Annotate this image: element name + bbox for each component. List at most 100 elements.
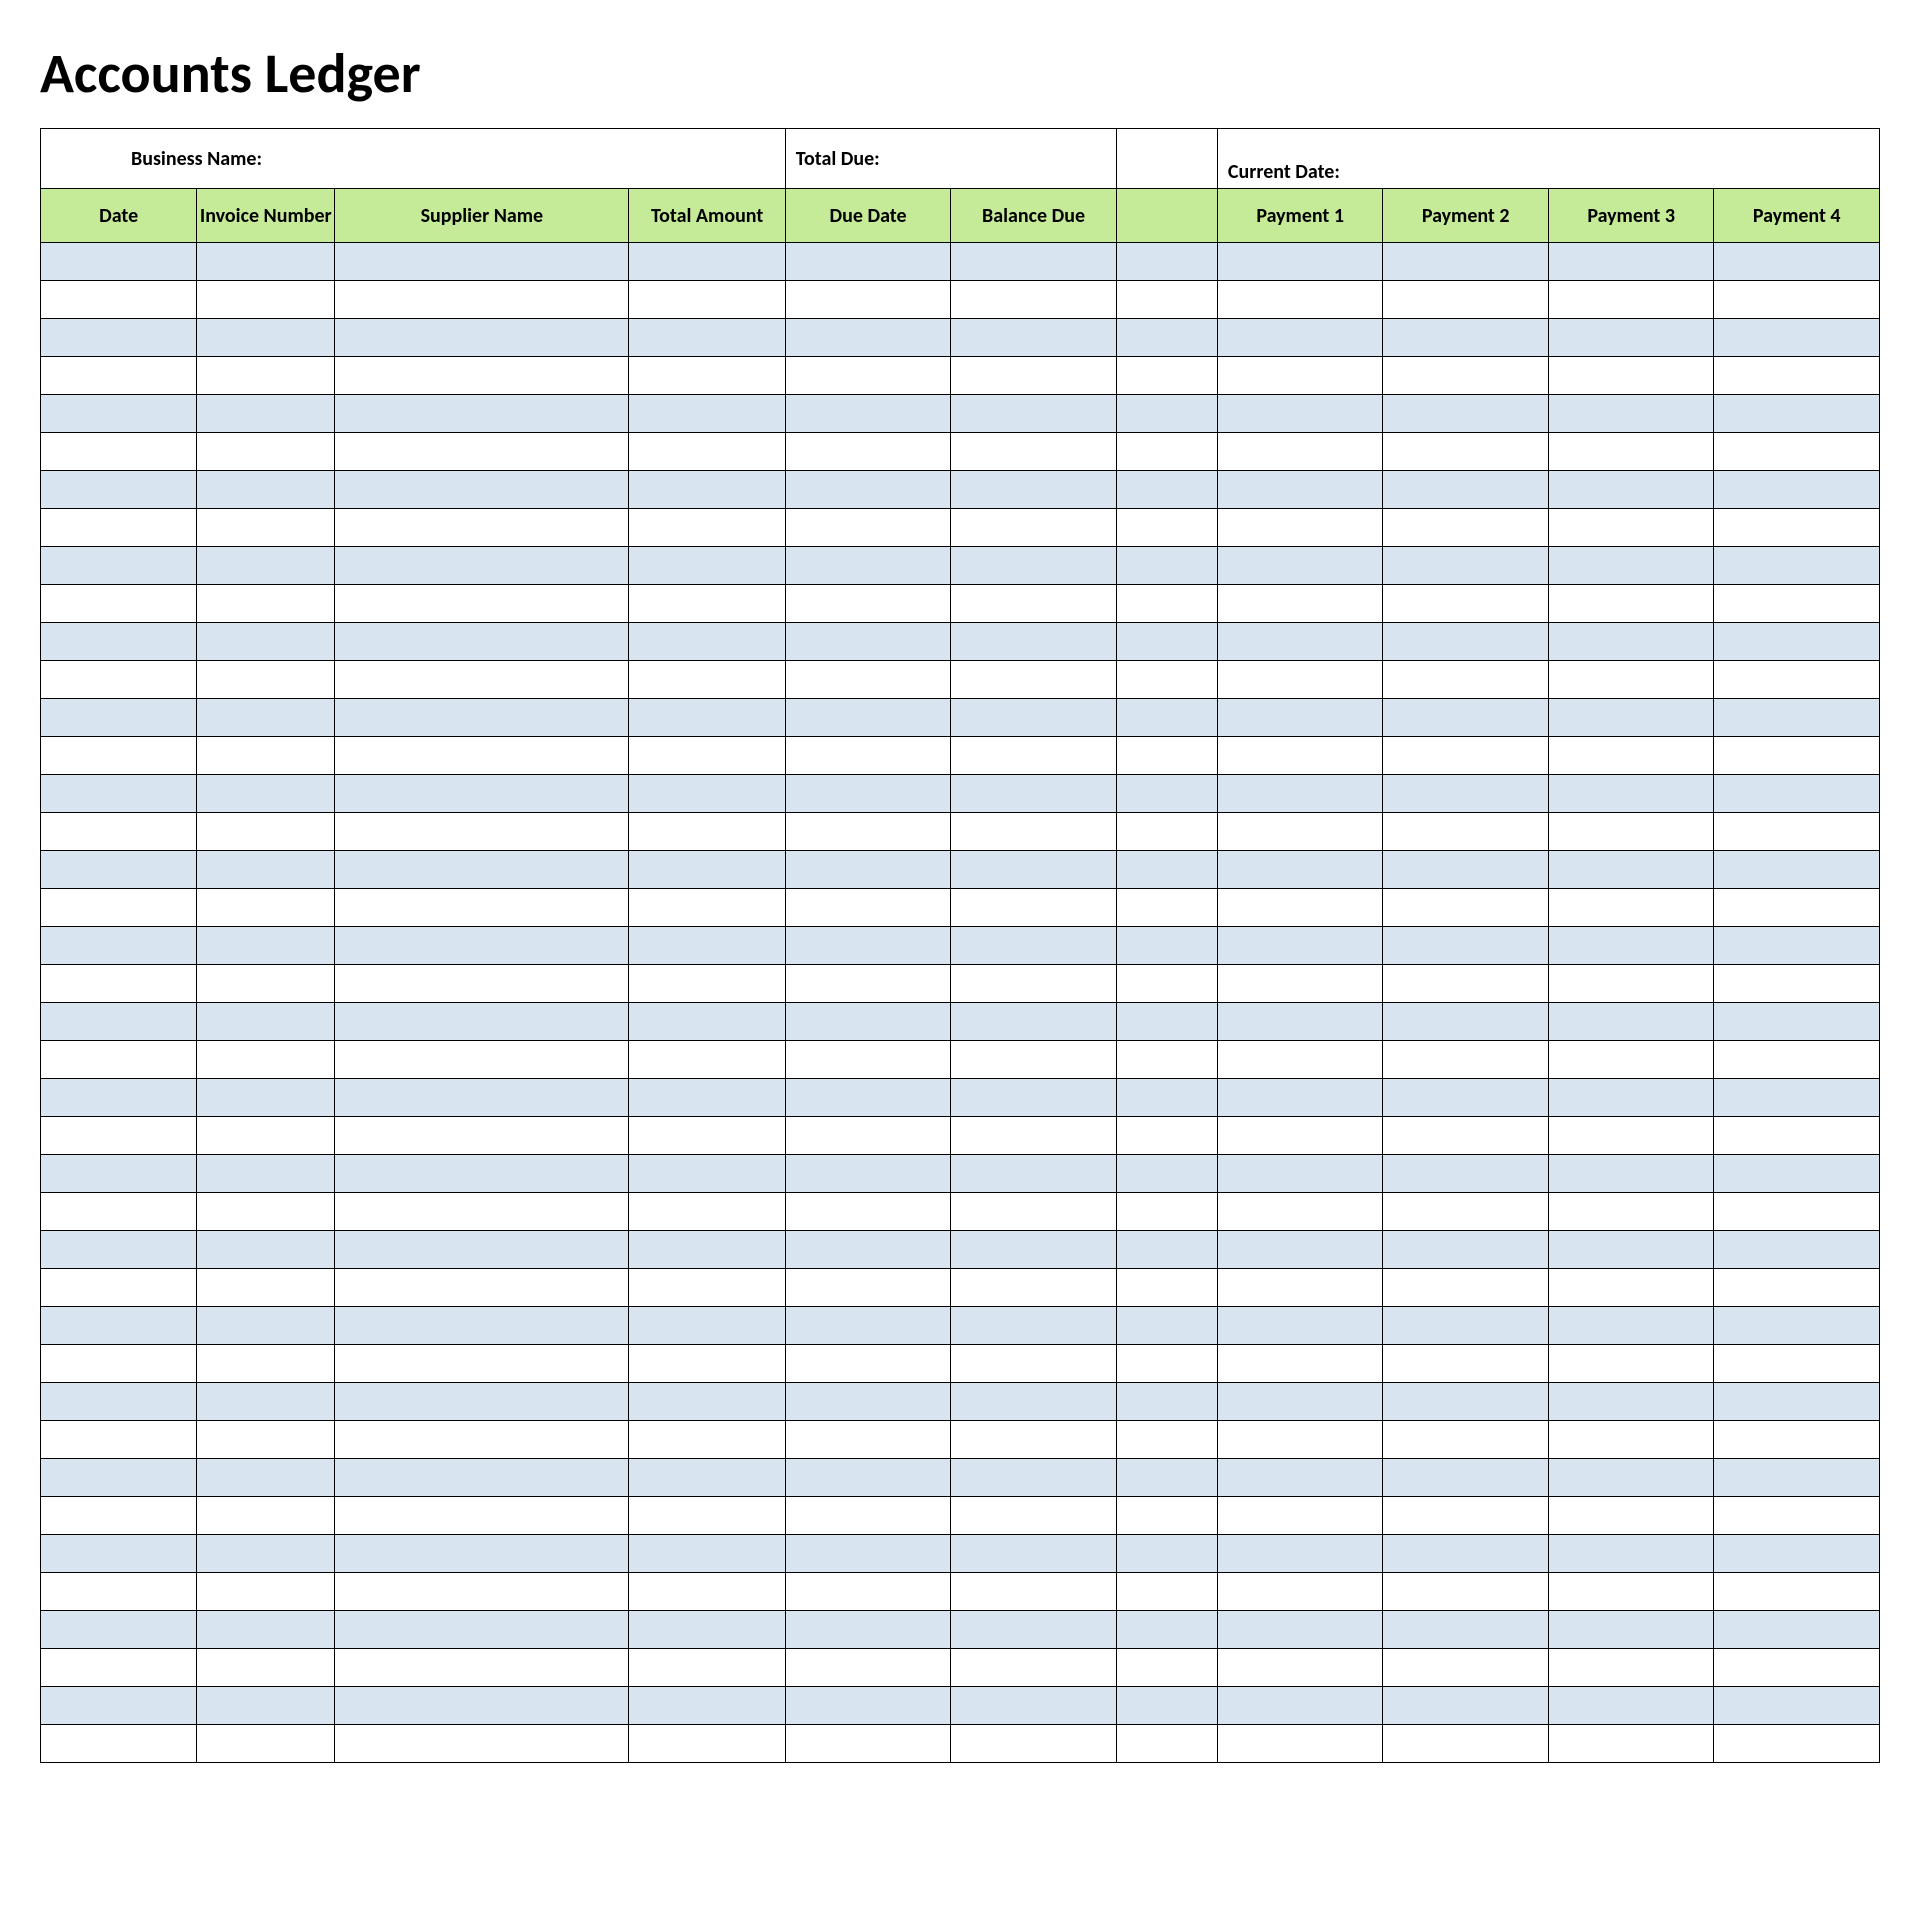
table-cell — [1548, 1155, 1714, 1193]
table-cell — [1548, 1497, 1714, 1535]
table-row — [41, 1079, 1880, 1117]
table-cell — [1217, 661, 1383, 699]
table-cell — [1714, 1345, 1880, 1383]
table-cell — [41, 1307, 197, 1345]
table-cell — [1714, 889, 1880, 927]
table-cell — [629, 1003, 785, 1041]
table-cell — [335, 281, 629, 319]
table-row — [41, 357, 1880, 395]
table-cell — [1116, 509, 1217, 547]
table-cell — [785, 1231, 951, 1269]
table-cell — [1548, 1459, 1714, 1497]
table-cell — [1217, 1041, 1383, 1079]
table-cell — [41, 851, 197, 889]
table-cell — [1548, 357, 1714, 395]
table-cell — [951, 661, 1117, 699]
table-cell — [1116, 1231, 1217, 1269]
table-row — [41, 661, 1880, 699]
table-cell — [197, 699, 335, 737]
table-cell — [1217, 433, 1383, 471]
table-cell — [951, 1307, 1117, 1345]
table-cell — [951, 1383, 1117, 1421]
table-cell — [197, 1193, 335, 1231]
table-cell — [785, 813, 951, 851]
table-cell — [197, 1117, 335, 1155]
table-cell — [1714, 395, 1880, 433]
table-row — [41, 1117, 1880, 1155]
table-cell — [1383, 319, 1549, 357]
table-row — [41, 281, 1880, 319]
table-cell — [1383, 1345, 1549, 1383]
table-cell — [951, 1497, 1117, 1535]
table-cell — [1217, 547, 1383, 585]
table-row — [41, 1611, 1880, 1649]
table-cell — [41, 623, 197, 661]
table-cell — [785, 1459, 951, 1497]
table-cell — [629, 1155, 785, 1193]
table-cell — [41, 965, 197, 1003]
table-cell — [335, 433, 629, 471]
table-cell — [785, 1383, 951, 1421]
table-cell — [41, 547, 197, 585]
column-header-row: Date Invoice Number Supplier Name Total … — [41, 189, 1880, 243]
table-cell — [1116, 243, 1217, 281]
table-cell — [1116, 737, 1217, 775]
table-cell — [1217, 1307, 1383, 1345]
table-cell — [197, 1155, 335, 1193]
table-cell — [1714, 1649, 1880, 1687]
table-cell — [197, 1611, 335, 1649]
table-cell — [1383, 1725, 1549, 1763]
table-cell — [197, 433, 335, 471]
table-cell — [1217, 1535, 1383, 1573]
table-cell — [629, 1269, 785, 1307]
table-cell — [1548, 1307, 1714, 1345]
table-row — [41, 1041, 1880, 1079]
table-cell — [1714, 585, 1880, 623]
table-cell — [1383, 357, 1549, 395]
table-cell — [629, 775, 785, 813]
table-row — [41, 1497, 1880, 1535]
table-cell — [1217, 319, 1383, 357]
table-cell — [951, 1459, 1117, 1497]
table-cell — [335, 1231, 629, 1269]
table-cell — [1217, 699, 1383, 737]
table-cell — [629, 813, 785, 851]
table-cell — [1714, 965, 1880, 1003]
table-cell — [785, 471, 951, 509]
table-cell — [629, 319, 785, 357]
table-cell — [629, 699, 785, 737]
table-cell — [1714, 699, 1880, 737]
table-cell — [1217, 851, 1383, 889]
table-cell — [1714, 1193, 1880, 1231]
table-cell — [1116, 1003, 1217, 1041]
table-cell — [1383, 585, 1549, 623]
table-row — [41, 813, 1880, 851]
table-cell — [1116, 1611, 1217, 1649]
table-cell — [41, 1459, 197, 1497]
table-cell — [951, 813, 1117, 851]
table-cell — [1116, 1687, 1217, 1725]
table-cell — [1383, 395, 1549, 433]
table-cell — [1383, 699, 1549, 737]
table-cell — [1116, 889, 1217, 927]
table-cell — [1383, 1573, 1549, 1611]
table-cell — [1383, 1535, 1549, 1573]
table-cell — [785, 433, 951, 471]
table-cell — [335, 813, 629, 851]
table-cell — [1116, 661, 1217, 699]
table-cell — [1217, 1611, 1383, 1649]
table-cell — [1116, 1117, 1217, 1155]
table-cell — [629, 889, 785, 927]
table-cell — [335, 927, 629, 965]
page-title: Accounts Ledger — [40, 40, 1880, 108]
table-cell — [629, 1649, 785, 1687]
table-row — [41, 1269, 1880, 1307]
table-cell — [951, 433, 1117, 471]
table-cell — [951, 585, 1117, 623]
table-cell — [785, 965, 951, 1003]
table-cell — [1383, 661, 1549, 699]
table-cell — [1548, 1003, 1714, 1041]
table-cell — [41, 1345, 197, 1383]
table-row — [41, 1345, 1880, 1383]
col-invoice-number: Invoice Number — [197, 189, 335, 243]
